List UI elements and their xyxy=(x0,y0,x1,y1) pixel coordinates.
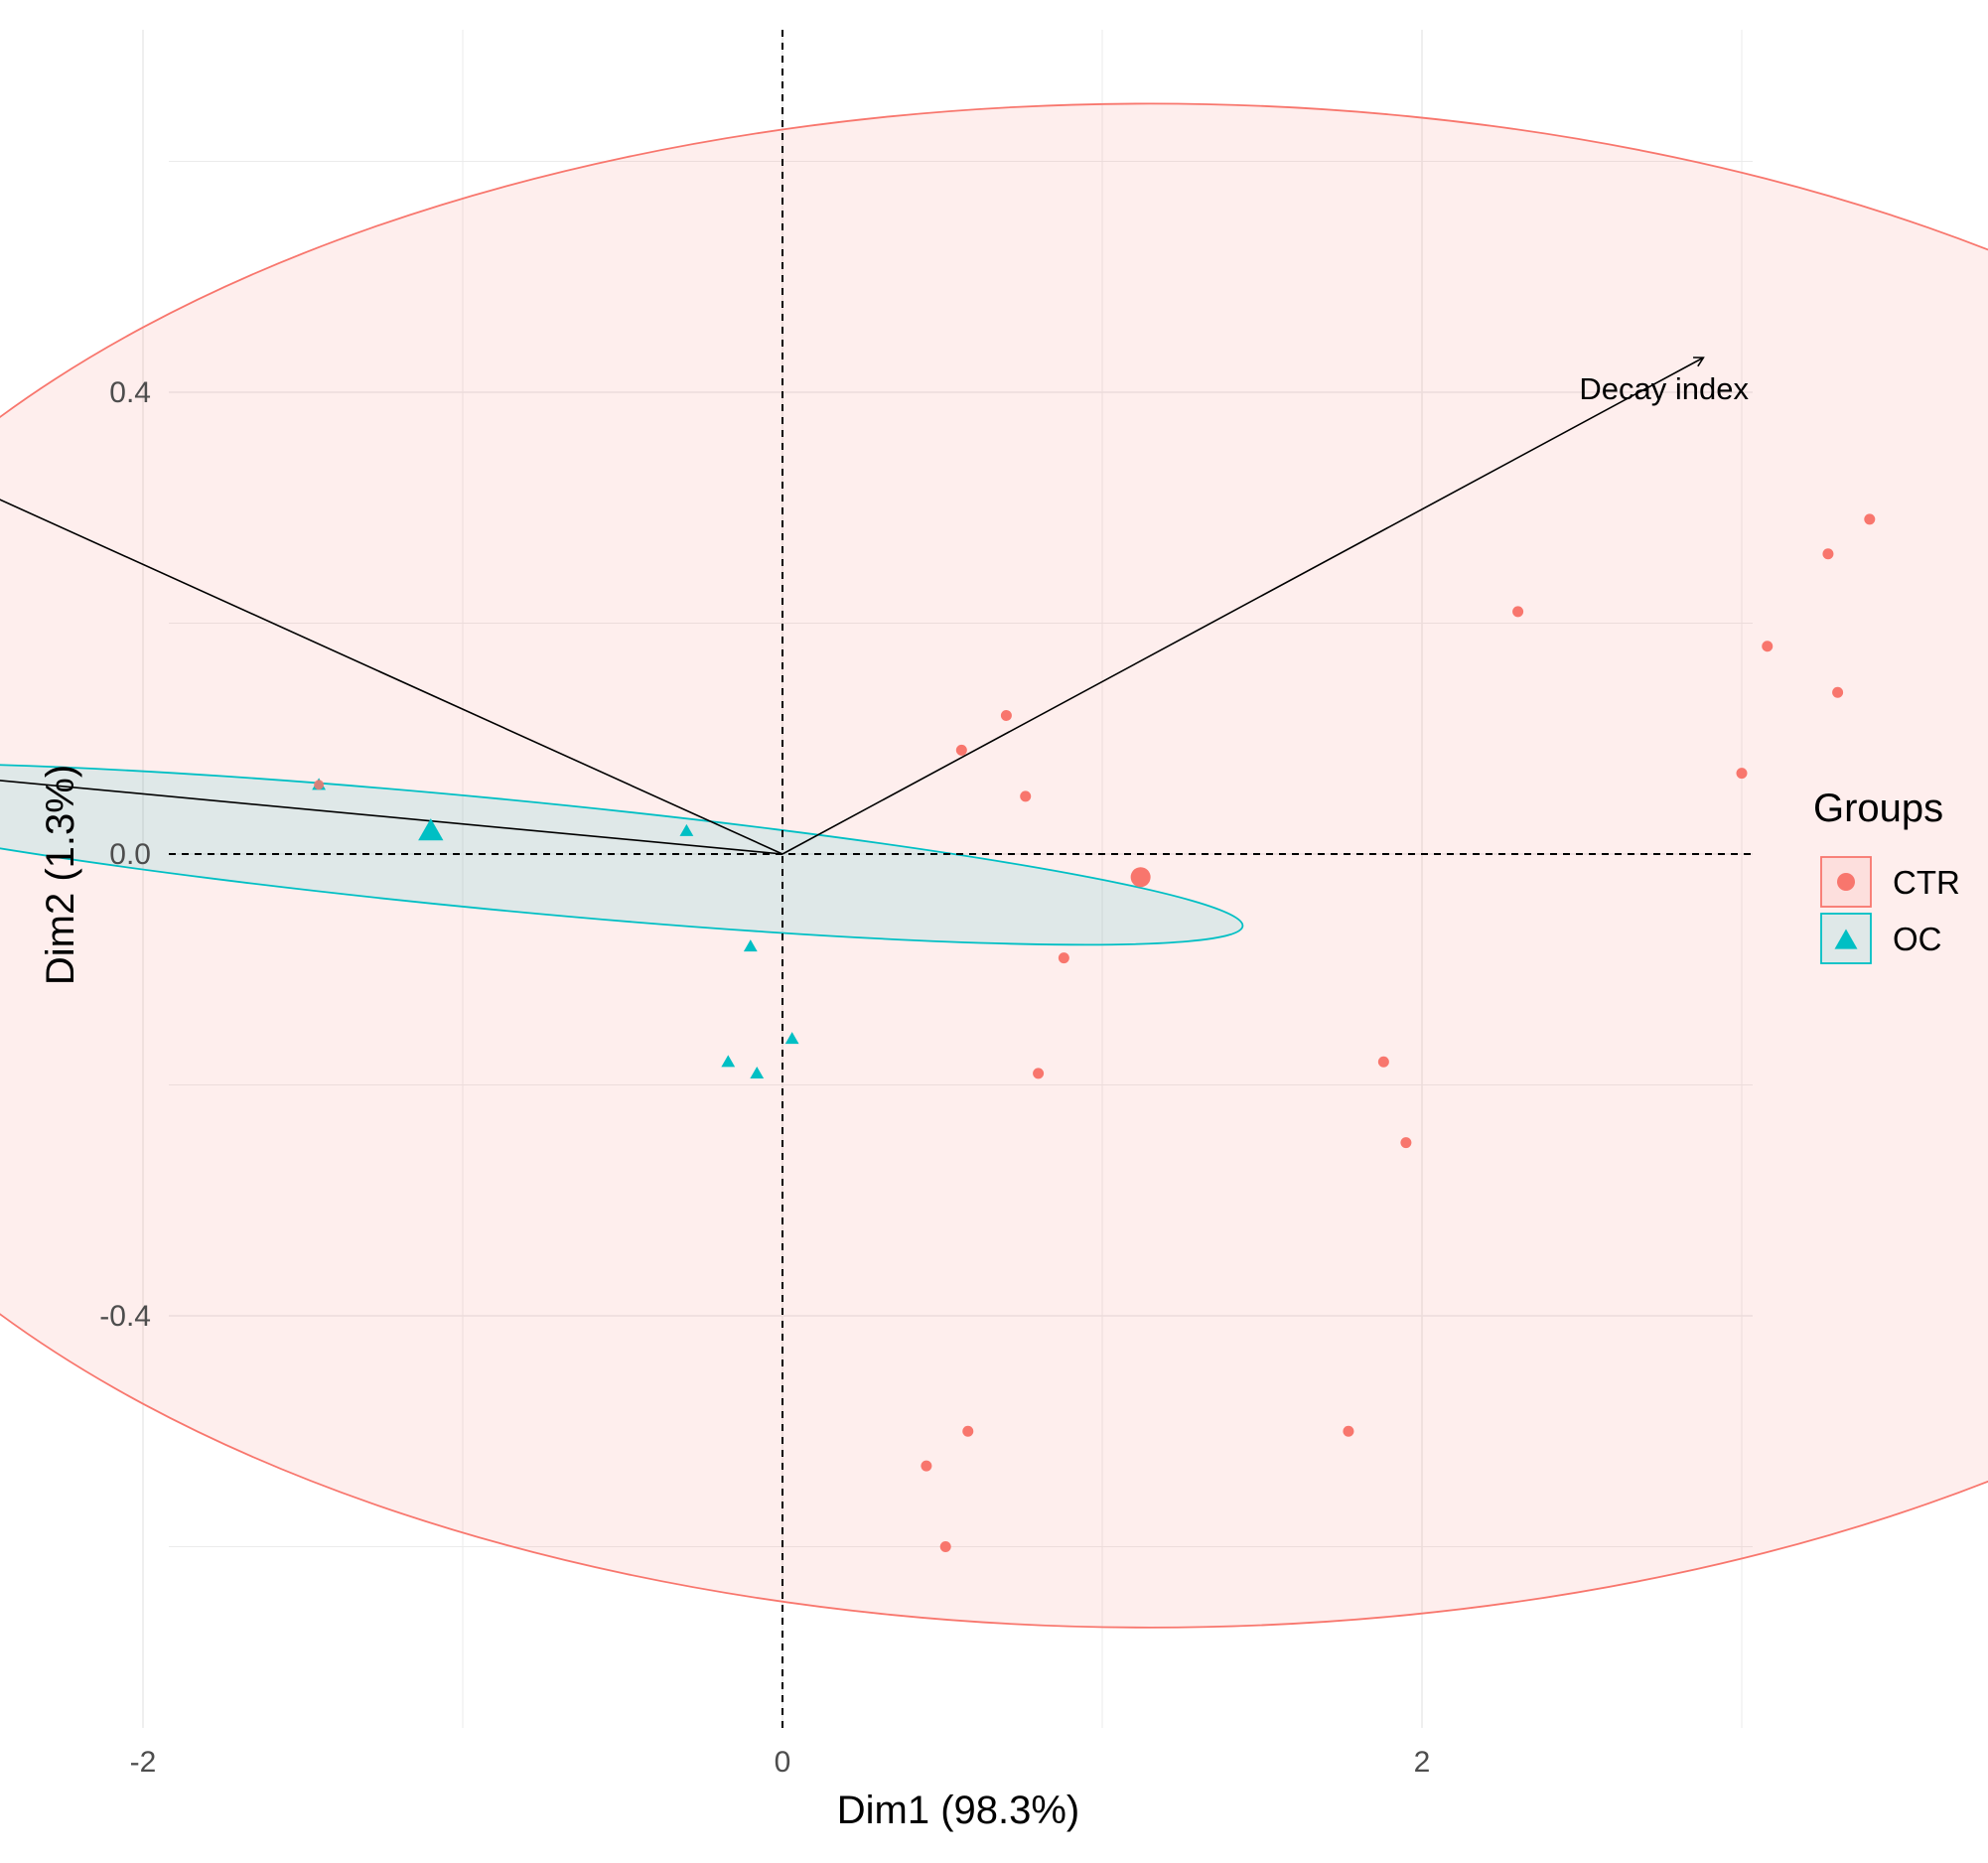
point-ctr xyxy=(1000,710,1012,721)
legend-title: Groups xyxy=(1813,787,1943,830)
point-ctr xyxy=(314,780,325,790)
ellipse-ctr xyxy=(0,102,1988,1629)
centroid-ctr xyxy=(1130,867,1151,888)
axis-layer: Dim1 (98.3%) Dim2 (1.3%) -202460.40.0-0.… xyxy=(39,376,1431,1832)
y-tick-label: 0.0 xyxy=(109,838,151,871)
point-oc xyxy=(721,1055,736,1068)
variable-arrows: Decay indexvisual scoremarketability xyxy=(0,357,1749,855)
point-ctr xyxy=(1512,606,1524,618)
arrow-visual-score xyxy=(0,499,783,855)
point-oc xyxy=(784,1032,799,1045)
confidence-ellipses xyxy=(0,102,1988,1629)
arrow-label-decay-index: Decay index xyxy=(1579,371,1749,406)
point-ctr xyxy=(962,1425,974,1437)
x-tick-label: 0 xyxy=(775,1746,791,1779)
point-oc xyxy=(743,939,758,952)
point-ctr xyxy=(1033,1068,1045,1079)
point-oc xyxy=(679,823,694,836)
x-tick-label: -2 xyxy=(130,1746,157,1779)
point-oc xyxy=(750,1066,765,1079)
x-axis-title: Dim1 (98.3%) xyxy=(837,1789,1080,1832)
arrow-marketability xyxy=(0,780,783,855)
legend: Groups CTR OC xyxy=(1813,787,1960,964)
point-ctr xyxy=(1020,790,1032,802)
x-tick-label: 2 xyxy=(1414,1746,1431,1779)
point-ctr xyxy=(1377,1056,1389,1068)
point-ctr xyxy=(955,744,967,756)
y-tick-label: -0.4 xyxy=(99,1300,151,1333)
point-ctr xyxy=(1822,548,1834,560)
point-ctr xyxy=(1832,686,1844,698)
legend-label-ctr: CTR xyxy=(1893,864,1960,901)
reference-lines xyxy=(169,30,1753,1728)
point-ctr xyxy=(1762,641,1774,652)
point-ctr xyxy=(1400,1137,1412,1149)
legend-symbol-ctr xyxy=(1837,873,1855,891)
point-ctr xyxy=(1736,768,1748,780)
point-ctr xyxy=(1343,1425,1354,1437)
point-ctr xyxy=(1864,513,1876,525)
y-axis-title: Dim2 (1.3%) xyxy=(39,765,82,985)
y-tick-label: 0.4 xyxy=(109,376,151,409)
point-ctr xyxy=(921,1460,932,1472)
centroid-oc xyxy=(418,818,444,841)
legend-label-oc: OC xyxy=(1893,921,1942,957)
legend-symbol-oc xyxy=(1834,929,1858,949)
arrow-decay-index xyxy=(781,357,1705,855)
point-ctr xyxy=(939,1541,951,1552)
data-points xyxy=(312,513,1876,1552)
point-ctr xyxy=(1058,952,1069,964)
